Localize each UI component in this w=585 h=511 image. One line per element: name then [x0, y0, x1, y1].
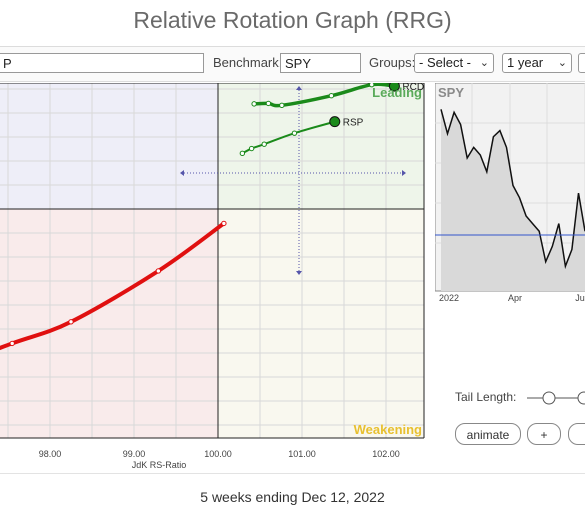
groups-select-value: - Select - [419, 55, 472, 70]
leading-quadrant [218, 83, 424, 209]
tail-point[interactable] [221, 220, 227, 227]
series-label: RCD [402, 83, 424, 93]
spy-x-tick-label: Ju [575, 293, 585, 303]
spy-x-tick-label: 2022 [439, 293, 459, 303]
tails: RCD RSP [0, 83, 424, 351]
slider-handle[interactable] [542, 391, 556, 405]
period-select[interactable]: 1 year ⌄ [502, 53, 572, 73]
groups-label: Groups: [369, 55, 416, 70]
tail-point[interactable] [68, 319, 74, 325]
tail-point[interactable] [248, 145, 255, 152]
tail-point[interactable] [369, 83, 375, 88]
spy-label: SPY [438, 85, 465, 100]
spy-x-tick-label: Apr [508, 293, 522, 303]
slider-handle[interactable] [577, 391, 585, 405]
period-caption: 5 weeks ending Dec 12, 2022 [200, 489, 385, 505]
x-tick-label: 101.00 [288, 449, 316, 459]
tail-line [0, 221, 226, 351]
crosshair [180, 86, 406, 275]
benchmark-label: Benchmark: [213, 55, 283, 70]
tail-head-point[interactable] [388, 83, 400, 92]
tail-point[interactable] [251, 101, 257, 107]
x-tick-label: 99.00 [123, 449, 146, 459]
spy-x-ticks: 2022 Apr Ju [439, 293, 585, 303]
tail-point[interactable] [261, 141, 267, 147]
period-select-value: 1 year [507, 55, 544, 70]
spy-mini-chart: 2022 Apr Ju [435, 83, 585, 303]
groups-select[interactable]: - Select - ⌄ [414, 53, 494, 73]
tail-length-label: Tail Length: [455, 390, 517, 404]
tail-point[interactable] [155, 268, 162, 274]
x-tick-label: 100.00 [204, 449, 232, 459]
improving-quadrant [0, 83, 218, 209]
step-back-button[interactable] [568, 423, 585, 445]
tail-point[interactable] [279, 102, 285, 109]
x-tick-label: 102.00 [372, 449, 400, 459]
chevron-down-icon: ⌄ [479, 57, 489, 69]
tail-length-control: Tail Length: [455, 390, 516, 404]
weakening-quadrant [218, 209, 424, 438]
lagging-quadrant [0, 209, 218, 438]
benchmark-input[interactable]: SPY [280, 53, 361, 73]
footer-separator [0, 473, 585, 474]
x-tick-label: 98.00 [39, 449, 62, 459]
tail-point[interactable] [239, 150, 246, 157]
weakening-label: Weakening [354, 422, 422, 437]
chevron-down-icon: ⌄ [557, 57, 567, 69]
tail-point[interactable] [265, 100, 272, 107]
step-forward-button[interactable]: + [527, 423, 561, 445]
toolbar: P Benchmark: SPY Groups: - Select - ⌄ 1 … [0, 46, 585, 82]
series-label: RSP [343, 118, 364, 129]
spy-price-line [440, 109, 585, 270]
more-select[interactable] [578, 53, 585, 73]
leading-label: Leading [372, 85, 422, 100]
tail-point[interactable] [328, 93, 335, 99]
page-title: Relative Rotation Graph (RRG) [133, 7, 452, 33]
animate-button[interactable]: animate [455, 423, 521, 445]
symbol-input[interactable]: P [0, 53, 204, 73]
tail-point[interactable] [291, 130, 298, 136]
spy-price-area [441, 109, 585, 291]
tail-head-point[interactable] [329, 116, 341, 128]
x-axis-label: JdK RS-Ratio [132, 460, 187, 468]
tail-point[interactable] [9, 340, 15, 347]
tail-length-slider[interactable] [527, 391, 585, 405]
